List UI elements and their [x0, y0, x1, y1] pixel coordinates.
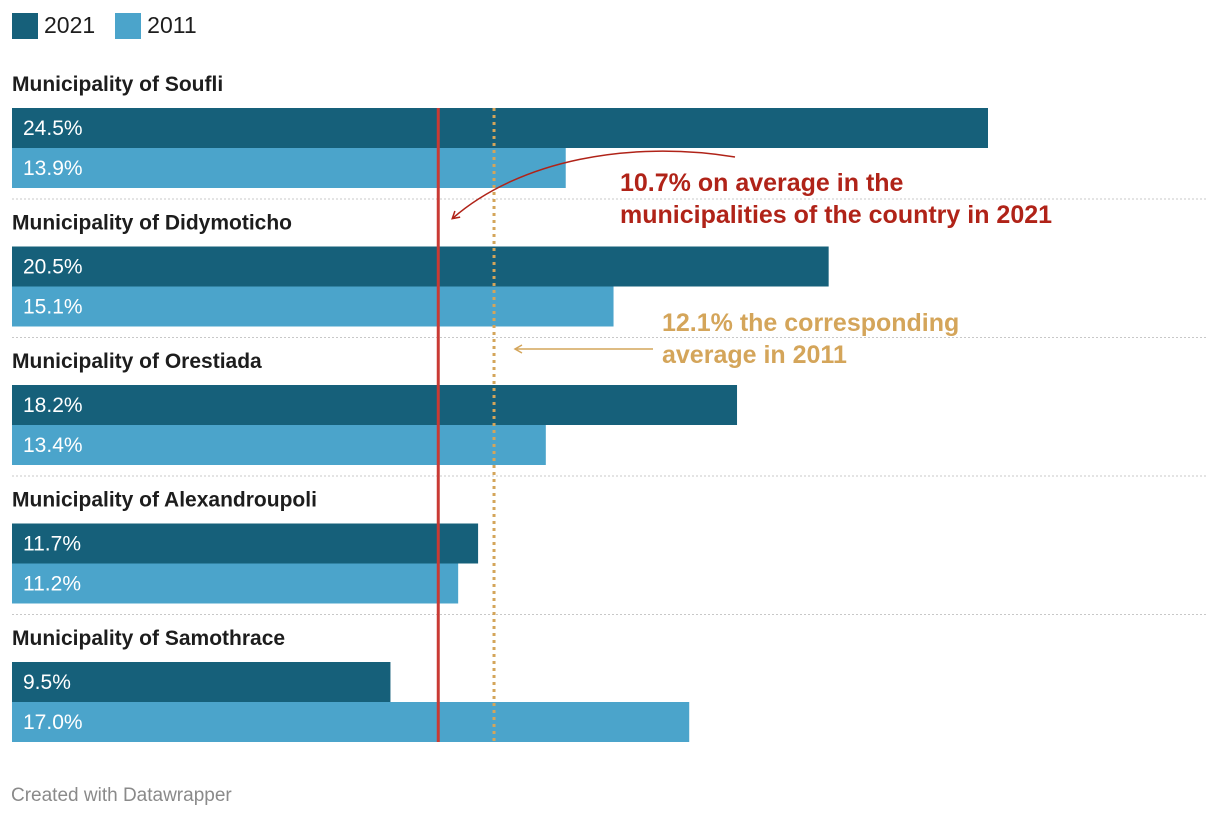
category-label-municipality-of-alexandroupoli: Municipality of Alexandroupoli [12, 489, 317, 512]
annotation-arrow-2021 [451, 150, 736, 220]
data-label-2011-municipality-of-orestiada: 13.4% [23, 434, 83, 457]
data-label-2021-municipality-of-alexandroupoli: 11.7% [23, 533, 81, 556]
data-label-2021-municipality-of-orestiada: 18.2% [23, 394, 83, 417]
legend-label-2011: 2011 [147, 12, 197, 38]
annotation-2011-line-2: average in 2011 [662, 341, 847, 369]
data-label-2011-municipality-of-samothrace: 17.0% [23, 711, 83, 734]
bar-2011-municipality-of-soufli [12, 148, 566, 188]
annotation-2021-line-2: municipalities of the country in 2021 [620, 201, 1052, 229]
legend-swatch-2011 [115, 12, 142, 39]
annotation-2021-line-1: 10.7% on average in the [620, 169, 904, 197]
data-label-2021-municipality-of-samothrace: 9.5% [23, 671, 71, 694]
category-label-municipality-of-orestiada: Municipality of Orestiada [12, 350, 262, 373]
category-label-municipality-of-samothrace: Municipality of Samothrace [12, 627, 285, 650]
bar-2021-municipality-of-alexandroupoli [12, 523, 479, 564]
legend: 2021 2011 [12, 12, 217, 39]
bar-2011-municipality-of-orestiada [12, 425, 546, 465]
reference-lines-layer [436, 108, 496, 742]
bar-2021-municipality-of-didymoticho [12, 246, 829, 287]
labels-layer: Municipality of Soufli 24.5% 13.9% Municipa… [12, 73, 1052, 734]
bar-2011-municipality-of-samothrace [12, 702, 690, 742]
annotation-2011-line-1: 12.1% the corresponding [662, 309, 959, 337]
legend-item-2011: 2011 [115, 12, 197, 39]
data-label-2011-municipality-of-didymoticho: 15.1% [23, 296, 83, 319]
footer-credit: Created with Datawrapper [11, 785, 232, 806]
data-label-2021-municipality-of-soufli: 24.5% [23, 117, 83, 140]
data-label-2021-municipality-of-didymoticho: 20.5% [23, 256, 83, 279]
category-label-municipality-of-didymoticho: Municipality of Didymoticho [12, 212, 292, 235]
bar-2011-municipality-of-didymoticho [12, 286, 614, 327]
category-label-municipality-of-soufli: Municipality of Soufli [12, 73, 223, 96]
bars-layer [12, 108, 1208, 742]
legend-swatch-2021 [12, 12, 38, 39]
data-label-2011-municipality-of-soufli: 13.9% [23, 157, 83, 180]
bar-2021-municipality-of-samothrace [12, 662, 391, 702]
bar-2021-municipality-of-orestiada [12, 385, 738, 425]
data-label-2011-municipality-of-alexandroupoli: 11.2% [23, 573, 81, 596]
bar-2021-municipality-of-soufli [12, 108, 988, 148]
bar-2011-municipality-of-alexandroupoli [12, 563, 459, 604]
legend-label-2021: 2021 [44, 12, 96, 38]
legend-item-2021: 2021 [12, 12, 95, 39]
